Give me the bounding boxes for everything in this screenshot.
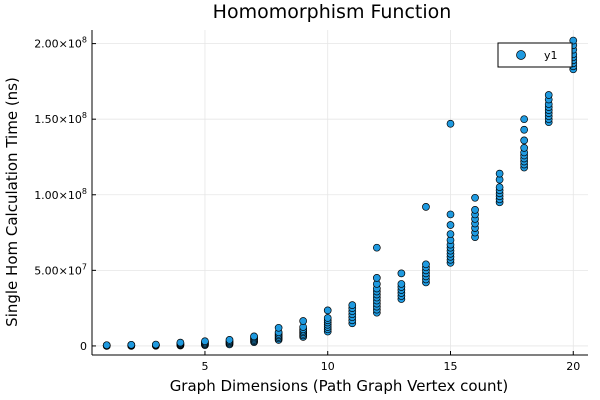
data-point-0-93	[422, 260, 430, 269]
x-axis-label: Graph Dimensions (Path Graph Vertex coun…	[170, 377, 509, 395]
data-point-0-78	[372, 274, 381, 282]
data-point-0-130	[520, 136, 529, 145]
data-point-0-67	[348, 301, 357, 309]
x-tick-label-3: 20	[566, 360, 580, 373]
legend-marker	[516, 50, 526, 60]
data-point-0-103	[446, 230, 455, 238]
data-point-0-79	[372, 243, 381, 252]
data-point-0-132	[520, 115, 529, 124]
data-point-0-129	[520, 144, 529, 152]
x-tick-label-2: 15	[443, 360, 457, 373]
data-point-0-21	[176, 338, 185, 347]
data-point-0-131	[520, 125, 529, 134]
chart-title: Homomorphism Function	[213, 1, 452, 23]
y-tick-label-0: 0	[80, 340, 87, 353]
data-point-0-16	[151, 340, 160, 349]
data-point-0-105	[446, 210, 455, 219]
data-point-0-11	[127, 340, 136, 349]
legend: y1	[497, 42, 573, 68]
grid-lines	[92, 30, 588, 355]
data-point-0-104	[446, 221, 455, 229]
x-tick-label-0: 5	[201, 360, 208, 373]
y-axis-ticks: 0 5.00×107 1.00×108 1.50×108 2.00×108	[34, 36, 96, 353]
data-point-0-37	[250, 332, 258, 341]
data-point-0-114	[471, 193, 479, 202]
legend-box	[497, 42, 573, 68]
x-tick-label-1: 10	[321, 360, 335, 373]
data-point-0-150	[569, 36, 578, 45]
data-point-0-86	[397, 269, 406, 278]
data-point-0-31	[225, 336, 234, 344]
data-point-0-120	[495, 183, 504, 192]
scatter-points	[102, 36, 578, 350]
y-tick-label-3: 1.50×108	[34, 111, 87, 126]
y-tick-label-1: 5.00×107	[34, 262, 87, 277]
y-tick-label-2: 1.00×108	[34, 187, 87, 202]
data-point-0-85	[397, 280, 406, 288]
data-point-0-113	[471, 206, 479, 214]
data-point-0-106	[446, 119, 455, 128]
data-point-0-122	[495, 169, 504, 178]
data-point-0-44	[274, 323, 283, 332]
data-point-0-60	[323, 306, 332, 315]
data-point-0-59	[323, 314, 332, 322]
data-point-0-26	[201, 337, 209, 346]
y-tick-label-4: 2.00×108	[34, 36, 87, 51]
data-point-0-52	[299, 317, 308, 325]
data-point-0-5	[102, 341, 111, 350]
plot-frame	[91, 30, 588, 356]
legend-label-y1: y1	[544, 49, 558, 62]
data-point-0-94	[422, 203, 430, 211]
data-point-0-141	[544, 91, 553, 99]
x-axis-ticks: 5 10 15 20	[201, 351, 580, 373]
y-axis-label: Single Hom Calculation Time (ns)	[3, 77, 21, 327]
